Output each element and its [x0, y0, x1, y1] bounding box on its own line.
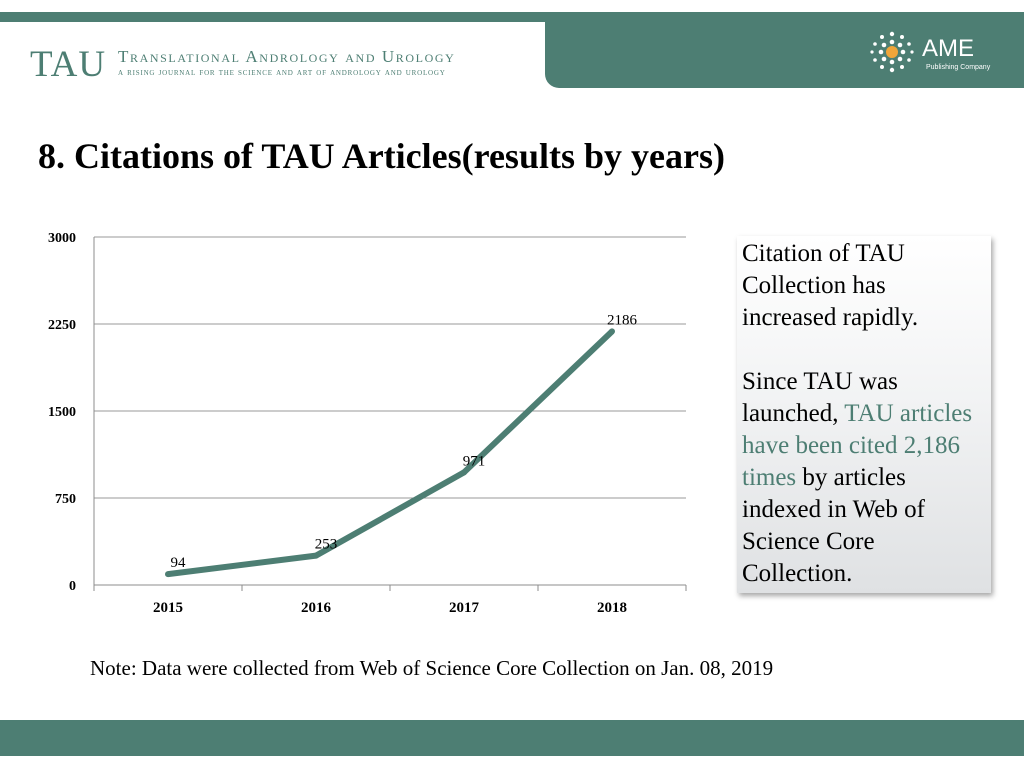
data-point: [165, 571, 171, 578]
data-point: [313, 552, 319, 559]
y-tick-label: 3000: [48, 231, 76, 246]
y-tick-label: 2250: [48, 318, 76, 333]
y-tick-label: 0: [69, 579, 76, 594]
header-top-strip: [0, 12, 1024, 22]
data-point: [461, 469, 467, 476]
citations-line-chart: 0 750 1500 2250 3000 2015 2016 2017 2018 94 253 971…: [48, 231, 687, 616]
data-label: 971: [463, 453, 486, 469]
y-tick-label: 750: [55, 492, 76, 507]
journal-tagline: A rising journal for the science and art…: [118, 67, 446, 78]
x-tick-label: 2017: [449, 600, 480, 616]
x-tick-label: 2016: [301, 600, 332, 616]
callout-text-before: Since TAU was launched,: [742, 368, 898, 427]
publisher-name: AME: [922, 35, 975, 62]
header-publisher-tab: [545, 12, 1024, 88]
footer-band: [0, 720, 1024, 756]
x-tick-label: 2018: [597, 600, 627, 616]
citations-series-line: [167, 329, 615, 578]
page-title: 8. Citations of TAU Articles(results by …: [38, 136, 725, 176]
data-source-note: Note: Data were collected from Web of Sc…: [90, 656, 774, 680]
y-tick-label: 1500: [48, 405, 76, 420]
publisher-subtitle: Publishing Company: [926, 64, 991, 71]
data-label: 94: [171, 555, 187, 571]
data-point: [609, 328, 615, 335]
data-label: 2186: [607, 312, 638, 328]
callout-text-after: by articles indexed in Web of Science Co…: [742, 464, 925, 587]
journal-name: Translational Andrology and Urology: [118, 47, 456, 66]
callout-paragraph-1: Citation of TAU Collection has increased…: [742, 240, 919, 331]
x-tick-label: 2015: [153, 600, 183, 616]
callout-paragraph-2: Since TAU was launched, TAU articles hav…: [742, 366, 985, 590]
summary-callout: Citation of TAU Collection has increased…: [737, 236, 991, 593]
callout-highlight: TAU articles have been cited 2,186 times: [742, 400, 973, 491]
data-label: 253: [315, 537, 338, 553]
ame-logo-icon: [870, 31, 914, 73]
journal-logo: TAU: [30, 44, 107, 85]
